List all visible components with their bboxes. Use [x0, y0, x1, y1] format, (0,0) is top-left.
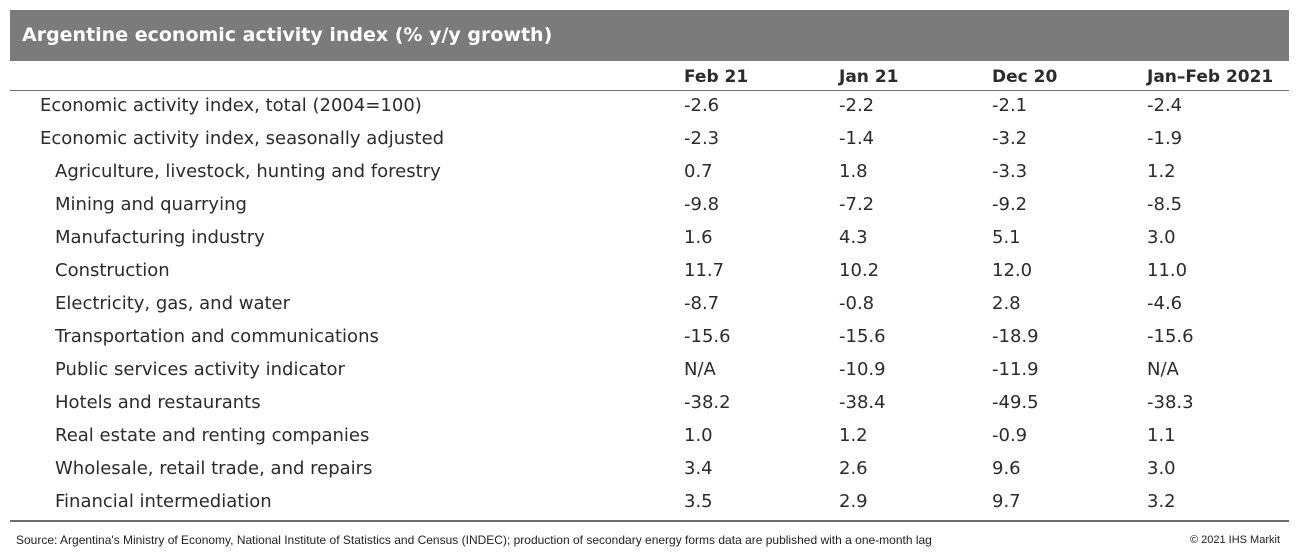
row-label: Public services activity indicator: [55, 359, 345, 380]
value-cell: 3.0: [1147, 458, 1176, 479]
value-cell: 2.8: [992, 293, 1021, 314]
value-cell: -11.9: [992, 359, 1039, 380]
value-cell: 3.4: [684, 458, 713, 479]
row-label: Agriculture, livestock, hunting and fore…: [55, 161, 441, 182]
table-row: Financial intermediation 3.5 2.9 9.7 3.2: [10, 486, 1289, 519]
value-cell: 3.5: [684, 491, 713, 512]
row-label: Mining and quarrying: [55, 194, 247, 215]
value-cell: 2.9: [839, 491, 868, 512]
table-row: Public services activity indicator N/A -10…: [10, 354, 1289, 387]
column-header-jan-feb-2021: Jan–Feb 2021: [1147, 67, 1274, 87]
value-cell: -2.6: [684, 95, 720, 116]
copyright-note: © 2021 IHS Markit: [1189, 534, 1280, 546]
value-cell: -2.4: [1147, 95, 1183, 116]
table-row: Hotels and restaurants -38.2 -38.4 -49.5 -38…: [10, 387, 1289, 420]
table-title: Argentine economic activity index (% y/y…: [22, 24, 553, 46]
value-cell: 1.1: [1147, 425, 1176, 446]
table-bottom-rule: [10, 520, 1289, 522]
value-cell: 11.7: [684, 260, 725, 281]
value-cell: 3.0: [1147, 227, 1176, 248]
value-cell: -2.3: [684, 128, 720, 149]
value-cell: 11.0: [1147, 260, 1188, 281]
value-cell: 4.3: [839, 227, 868, 248]
table-row: Wholesale, retail trade, and repairs 3.4 2…: [10, 453, 1289, 486]
value-cell: 3.2: [1147, 491, 1176, 512]
row-label: Construction: [55, 260, 170, 281]
row-label: Economic activity index, seasonally adju…: [40, 128, 445, 149]
value-cell: -7.2: [839, 194, 875, 215]
column-header-jan-21: Jan 21: [839, 67, 899, 87]
table-row: Manufacturing industry 1.6 4.3 5.1 3.0: [10, 222, 1289, 255]
value-cell: 9.6: [992, 458, 1021, 479]
row-label: Transportation and communications: [55, 326, 379, 347]
row-label: Wholesale, retail trade, and repairs: [55, 458, 373, 479]
value-cell: -3.3: [992, 161, 1028, 182]
value-cell: -0.8: [839, 293, 875, 314]
value-cell: -38.3: [1147, 392, 1194, 413]
value-cell: 9.7: [992, 491, 1021, 512]
value-cell: -2.1: [992, 95, 1028, 116]
value-cell: 1.2: [1147, 161, 1176, 182]
value-cell: -38.2: [684, 392, 731, 413]
value-cell: 1.6: [684, 227, 713, 248]
row-label: Hotels and restaurants: [55, 392, 261, 413]
value-cell: 12.0: [992, 260, 1033, 281]
table-title-bar: Argentine economic activity index (% y/y…: [10, 10, 1289, 61]
value-cell: -8.5: [1147, 194, 1183, 215]
value-cell: 2.6: [839, 458, 868, 479]
column-header-row: Feb 21 Jan 21 Dec 20 Jan–Feb 2021: [10, 61, 1289, 91]
table-row: Economic activity index, seasonally adju…: [10, 123, 1289, 156]
row-label: Manufacturing industry: [55, 227, 265, 248]
value-cell: -4.6: [1147, 293, 1183, 314]
table-row: Transportation and communications -15.6 -1…: [10, 321, 1289, 354]
table-row: Economic activity index, total (2004=100…: [10, 90, 1289, 123]
row-label: Financial intermediation: [55, 491, 272, 512]
value-cell: 5.1: [992, 227, 1021, 248]
column-header-dec-20: Dec 20: [992, 67, 1058, 87]
value-cell: -49.5: [992, 392, 1039, 413]
value-cell: -2.2: [839, 95, 875, 116]
value-cell: -1.9: [1147, 128, 1183, 149]
value-cell: -38.4: [839, 392, 886, 413]
value-cell: 10.2: [839, 260, 880, 281]
row-label: Real estate and renting companies: [55, 425, 370, 446]
value-cell: -15.6: [839, 326, 886, 347]
value-cell: -8.7: [684, 293, 720, 314]
table-row: Construction 11.7 10.2 12.0 11.0: [10, 255, 1289, 288]
value-cell: -9.8: [684, 194, 720, 215]
value-cell: 1.0: [684, 425, 713, 446]
value-cell: -1.4: [839, 128, 875, 149]
table-row: Electricity, gas, and water -8.7 -0.8 2.8 -4…: [10, 288, 1289, 321]
value-cell: -15.6: [1147, 326, 1194, 347]
value-cell: N/A: [684, 359, 716, 380]
table-row: Agriculture, livestock, hunting and fore…: [10, 156, 1289, 189]
value-cell: 1.2: [839, 425, 868, 446]
value-cell: -18.9: [992, 326, 1039, 347]
value-cell: 1.8: [839, 161, 868, 182]
value-cell: -15.6: [684, 326, 731, 347]
source-note: Source: Argentina's Ministry of Economy,…: [16, 533, 932, 547]
table-row: Mining and quarrying -9.8 -7.2 -9.2 -8.5: [10, 189, 1289, 222]
column-header-feb-21: Feb 21: [684, 67, 749, 87]
value-cell: -10.9: [839, 359, 886, 380]
value-cell: -0.9: [992, 425, 1028, 446]
value-cell: -9.2: [992, 194, 1028, 215]
value-cell: -3.2: [992, 128, 1028, 149]
value-cell: N/A: [1147, 359, 1179, 380]
row-label: Economic activity index, total (2004=100…: [40, 95, 422, 116]
value-cell: 0.7: [684, 161, 713, 182]
table-row: Real estate and renting companies 1.0 1.2 -…: [10, 420, 1289, 453]
row-label: Electricity, gas, and water: [55, 293, 291, 314]
